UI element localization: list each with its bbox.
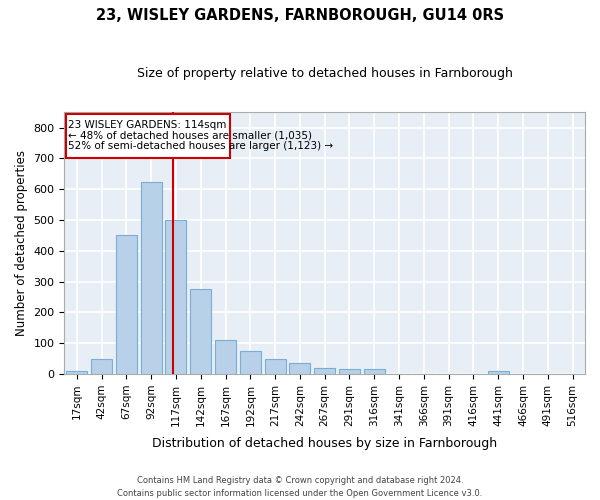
Bar bbox=[116, 236, 137, 374]
Bar bbox=[166, 220, 187, 374]
Bar bbox=[364, 370, 385, 374]
Y-axis label: Number of detached properties: Number of detached properties bbox=[15, 150, 28, 336]
Title: Size of property relative to detached houses in Farnborough: Size of property relative to detached ho… bbox=[137, 68, 512, 80]
Bar bbox=[289, 364, 310, 374]
Bar bbox=[215, 340, 236, 374]
Bar bbox=[339, 370, 360, 374]
Bar bbox=[265, 358, 286, 374]
FancyBboxPatch shape bbox=[65, 114, 230, 158]
Bar bbox=[190, 290, 211, 374]
Bar bbox=[66, 371, 88, 374]
Text: ← 48% of detached houses are smaller (1,035): ← 48% of detached houses are smaller (1,… bbox=[68, 130, 312, 140]
Bar bbox=[140, 182, 162, 374]
Text: 23 WISLEY GARDENS: 114sqm: 23 WISLEY GARDENS: 114sqm bbox=[68, 120, 226, 130]
Bar bbox=[314, 368, 335, 374]
Text: 52% of semi-detached houses are larger (1,123) →: 52% of semi-detached houses are larger (… bbox=[68, 142, 333, 152]
X-axis label: Distribution of detached houses by size in Farnborough: Distribution of detached houses by size … bbox=[152, 437, 497, 450]
Bar bbox=[488, 371, 509, 374]
Bar bbox=[91, 358, 112, 374]
Text: Contains HM Land Registry data © Crown copyright and database right 2024.
Contai: Contains HM Land Registry data © Crown c… bbox=[118, 476, 482, 498]
Text: 23, WISLEY GARDENS, FARNBOROUGH, GU14 0RS: 23, WISLEY GARDENS, FARNBOROUGH, GU14 0R… bbox=[96, 8, 504, 22]
Bar bbox=[240, 351, 261, 374]
